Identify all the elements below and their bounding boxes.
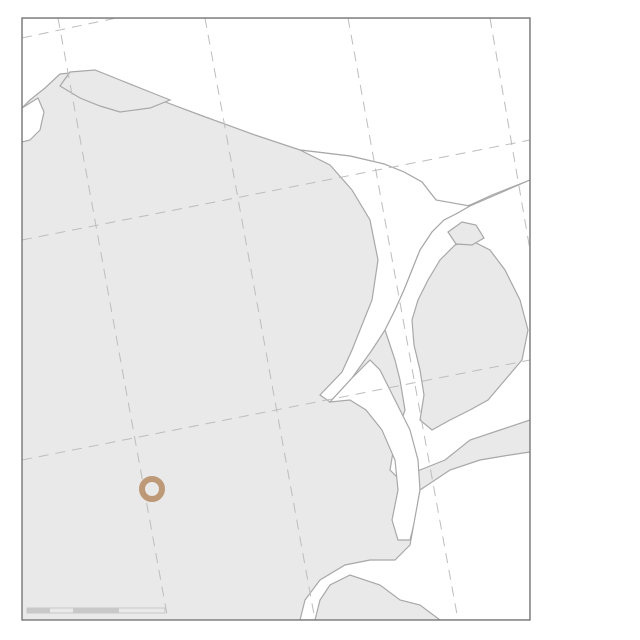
peninsula-land (59, 69, 172, 113)
bay-west-cut (22, 97, 45, 143)
map-panel (22, 18, 530, 620)
graticule-lines (22, 18, 530, 620)
track-start-marker (139, 476, 165, 502)
map-frame (21, 17, 531, 621)
scale-bar (26, 607, 166, 614)
south-east-water (299, 451, 530, 620)
east-island-small (447, 221, 485, 246)
